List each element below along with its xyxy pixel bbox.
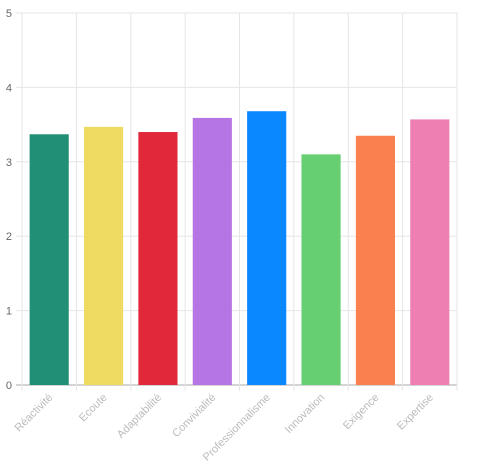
bar[interactable] — [83, 126, 124, 385]
y-axis: 0 1 2 3 4 5 — [6, 8, 12, 392]
bar[interactable] — [247, 111, 287, 385]
y-tick-label: 1 — [6, 306, 12, 318]
bar[interactable] — [192, 117, 232, 386]
x-tick-label: Expertise — [395, 392, 436, 433]
x-axis: Réactivité Ecoute Adaptabilité Convivialité… — [13, 392, 436, 464]
x-tick-label: Réactivité — [13, 392, 56, 435]
bar[interactable] — [301, 154, 341, 385]
y-tick-label: 4 — [6, 82, 12, 94]
y-tick-label: 0 — [6, 380, 12, 392]
y-tick-label: 5 — [6, 8, 12, 20]
y-tick-label: 2 — [6, 231, 12, 243]
x-tick-label: Adaptabilité — [115, 392, 164, 441]
bar[interactable] — [410, 119, 450, 385]
x-tick-label: Innovation — [283, 392, 327, 436]
y-tick-label: 3 — [6, 157, 12, 169]
x-tick-label: Ecoute — [77, 392, 110, 425]
x-tick-label: Convivialité — [170, 392, 218, 440]
bar[interactable] — [29, 134, 69, 385]
bars — [29, 111, 450, 386]
x-tick-label: Exigence — [341, 392, 381, 432]
bar[interactable] — [355, 135, 396, 385]
bar[interactable] — [138, 132, 178, 385]
grid — [16, 12, 458, 391]
